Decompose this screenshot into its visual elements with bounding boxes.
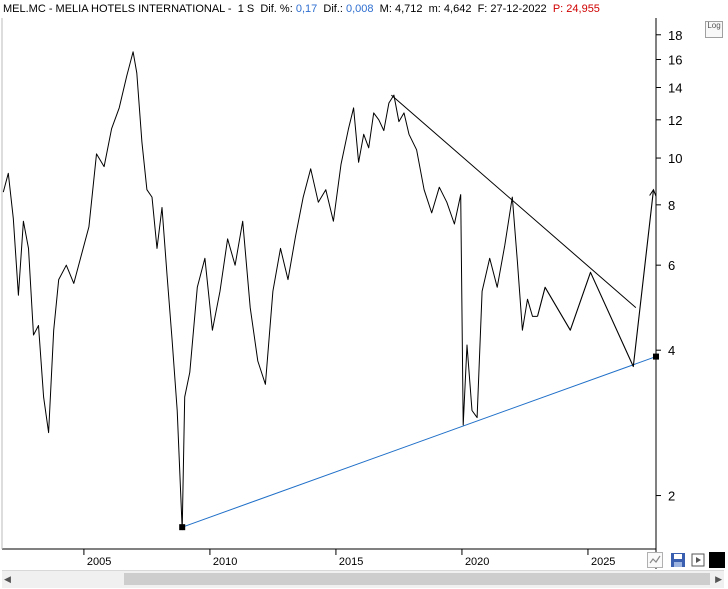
chevron-left-icon[interactable]: ◀ xyxy=(4,574,11,584)
y-tick-label: 4 xyxy=(668,343,675,358)
date-label: F: xyxy=(477,3,488,15)
projection-line xyxy=(536,189,655,368)
log-scale-button[interactable]: Log xyxy=(705,21,723,38)
x-tick-label: 2025 xyxy=(591,556,615,568)
y-tick-label: 10 xyxy=(668,151,682,166)
dif-value: 0,008 xyxy=(346,3,374,15)
control-icon[interactable] xyxy=(690,552,706,568)
y-tick-label: 2 xyxy=(668,489,675,504)
y-tick-label: 16 xyxy=(668,52,682,67)
line-chart-icon[interactable] xyxy=(647,552,663,568)
black-square-icon[interactable] xyxy=(709,552,725,568)
timeframe-label: 1 S xyxy=(237,3,255,15)
date-value: 27-12-2022 xyxy=(490,3,547,15)
y-tick-label: 12 xyxy=(668,113,682,128)
chevron-right-icon[interactable]: ▶ xyxy=(715,574,722,584)
chart-frame xyxy=(1,18,657,569)
resistance-trendline xyxy=(391,94,637,309)
chart-header: MEL.MC - MELIA HOTELS INTERNATIONAL - 1 … xyxy=(3,1,600,17)
max-label: M: xyxy=(379,3,392,15)
price-line xyxy=(2,51,538,531)
dif-pct-label: Dif. %: xyxy=(260,3,293,15)
scrollbar-thumb[interactable] xyxy=(124,573,710,585)
y-axis: 2 4 6 8 10 12 14 16 18 xyxy=(656,28,682,504)
horizontal-scrollbar[interactable]: ◀ ▶ xyxy=(2,570,724,588)
y-tick-label: 6 xyxy=(668,258,675,273)
dif-pct-value: 0,17 xyxy=(295,3,318,15)
price-label: P: xyxy=(552,3,564,15)
save-glyph xyxy=(671,553,685,567)
save-icon[interactable] xyxy=(670,552,686,568)
series-layer xyxy=(2,51,659,531)
price-value: 24,955 xyxy=(566,3,600,15)
dif-label: Dif.: xyxy=(323,3,343,15)
trend-anchor-marker xyxy=(179,524,186,531)
y-tick-label: 14 xyxy=(668,80,682,95)
x-tick-label: 2020 xyxy=(465,556,489,568)
x-axis: 2005 2010 2015 2020 2025 xyxy=(83,549,615,568)
min-label: m: xyxy=(428,3,441,15)
y-tick-label: 8 xyxy=(668,198,675,213)
y-tick-label: 18 xyxy=(668,28,682,43)
projection-arrowhead xyxy=(649,188,657,197)
trend-anchor-marker xyxy=(653,353,659,360)
max-value: 4,712 xyxy=(394,3,423,15)
symbol-label: MEL.MC - MELIA HOTELS INTERNATIONAL - xyxy=(3,3,232,15)
x-tick-label: 2015 xyxy=(339,556,363,568)
min-value: 4,642 xyxy=(443,3,472,15)
control-glyph xyxy=(691,553,705,567)
support-trendline xyxy=(182,356,657,528)
x-tick-label: 2010 xyxy=(213,556,237,568)
line-chart-glyph xyxy=(649,555,661,564)
x-tick-label: 2005 xyxy=(87,556,111,568)
